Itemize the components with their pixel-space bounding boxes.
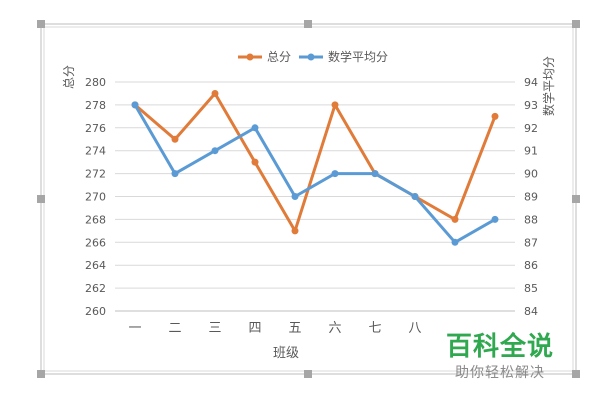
y-tick-label: 278 — [85, 99, 106, 112]
y2-tick-label: 88 — [524, 213, 538, 226]
series-lines — [133, 92, 497, 244]
x-tick-label: 三 — [208, 321, 221, 336]
y2-tick-label: 91 — [524, 145, 538, 158]
resize-handles[interactable] — [37, 20, 580, 378]
chart-border — [40, 23, 577, 375]
handle-top-left[interactable] — [37, 20, 45, 28]
legend-label-total: 总分 — [267, 50, 291, 64]
x-tick-label: 七 — [368, 321, 381, 336]
data-point — [291, 227, 299, 235]
legend-label-math: 数学平均分 — [328, 49, 388, 64]
y2-tick-label: 93 — [524, 99, 538, 112]
series-points — [131, 89, 499, 246]
chart-border-inner — [43, 26, 574, 372]
y-tick-label: 264 — [85, 259, 106, 272]
y-tick-label: 270 — [85, 191, 106, 204]
series-line-0 — [133, 92, 497, 233]
y-tick-label: 260 — [85, 305, 106, 318]
y2-tick-label: 92 — [524, 122, 538, 135]
data-point — [291, 193, 299, 200]
x-tick-label: 四 — [248, 321, 261, 336]
series-line-1 — [133, 103, 497, 244]
data-point — [171, 170, 179, 178]
data-point — [211, 89, 219, 97]
handle-bottom-right[interactable] — [572, 370, 580, 378]
legend: 总分 数学平均分 — [238, 49, 388, 64]
watermark-subtitle: 助你轻松解决 — [455, 365, 545, 381]
data-point — [251, 158, 259, 166]
y2-tick-label: 94 — [524, 76, 538, 89]
data-point — [491, 215, 499, 223]
y2-tick-label: 84 — [524, 305, 538, 318]
data-point — [491, 112, 499, 120]
data-point — [451, 238, 459, 246]
legend-marker-math — [307, 53, 315, 61]
data-point — [131, 101, 139, 109]
y-tick-label: 262 — [85, 282, 106, 295]
y2-tick-label: 86 — [524, 259, 538, 272]
legend-marker-total — [246, 53, 254, 61]
data-point — [251, 124, 259, 132]
x-tick-label: 六 — [328, 321, 341, 336]
y2-tick-label: 89 — [524, 191, 538, 204]
data-point — [411, 193, 419, 200]
handle-bottom-middle[interactable] — [304, 370, 312, 378]
y-tick-label: 268 — [85, 213, 106, 226]
data-point — [331, 101, 339, 109]
x-tick-label: 一 — [128, 321, 141, 336]
left-axis-ticks: 260 262 264 266 268 270 272 274 276 278 280 — [85, 76, 106, 318]
x-tick-label: 二 — [168, 321, 181, 336]
y-tick-label: 272 — [85, 168, 106, 181]
gridlines — [115, 81, 515, 312]
watermark-title: 百科全说 — [445, 332, 554, 362]
x-axis-title: 班级 — [273, 346, 299, 361]
y-tick-label: 276 — [85, 122, 106, 135]
x-tick-label: 五 — [288, 321, 301, 336]
y-tick-label: 280 — [85, 76, 106, 89]
y2-tick-label: 87 — [524, 236, 538, 249]
data-point — [171, 135, 179, 143]
handle-top-middle[interactable] — [304, 20, 312, 28]
data-point — [371, 170, 379, 178]
x-axis-ticks: 一二三四五六七八 — [128, 321, 421, 336]
data-point — [451, 215, 459, 223]
y-tick-label: 274 — [85, 145, 106, 158]
handle-bottom-left[interactable] — [37, 370, 45, 378]
y2-tick-label: 85 — [524, 282, 538, 295]
data-point — [211, 147, 219, 155]
y-axis-title: 总分 — [62, 65, 76, 89]
y2-tick-label: 90 — [524, 168, 538, 181]
handle-middle-left[interactable] — [37, 195, 45, 203]
handle-middle-right[interactable] — [572, 195, 580, 203]
y-tick-label: 266 — [85, 236, 106, 249]
y2-axis-title: 数学平均分 — [541, 56, 556, 116]
x-tick-label: 八 — [408, 321, 421, 336]
right-axis-ticks: 84 85 86 87 88 89 90 91 92 93 94 — [524, 76, 538, 318]
watermark: 百科全说 助你轻松解决 — [430, 330, 570, 382]
handle-top-right[interactable] — [572, 20, 580, 28]
data-point — [331, 170, 339, 178]
